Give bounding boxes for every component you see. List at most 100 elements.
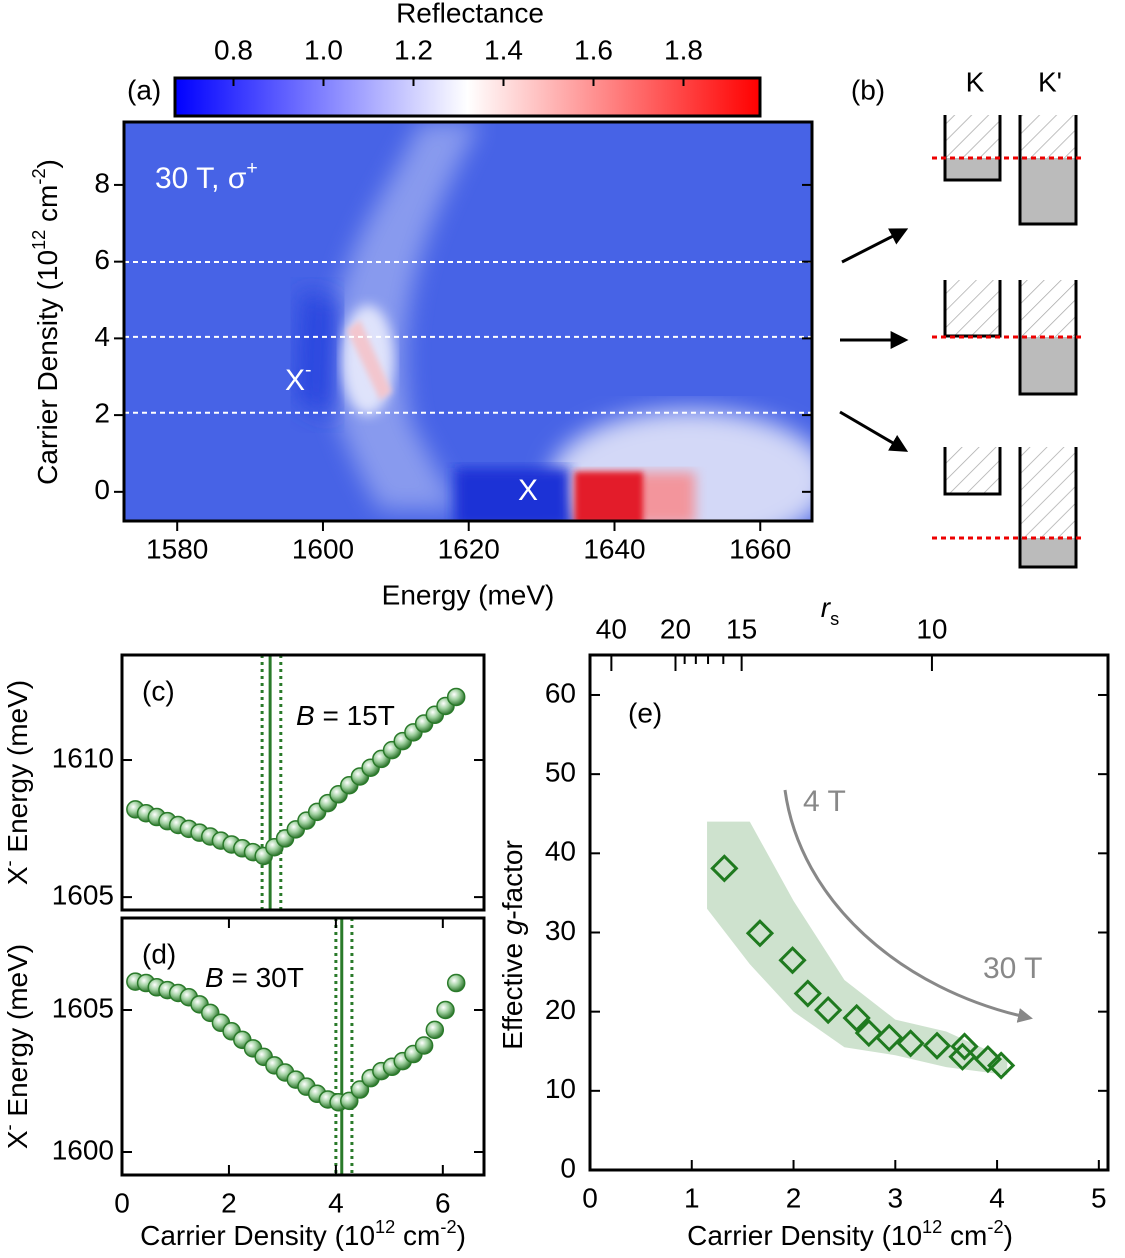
colorbar bbox=[173, 76, 762, 118]
annotation-part: X bbox=[285, 364, 305, 397]
y-axis-label-part: X bbox=[2, 866, 33, 885]
colorbar-tick-label: 1.4 bbox=[484, 34, 523, 65]
y-tick-label: 0 bbox=[560, 1152, 576, 1183]
arrow bbox=[841, 228, 909, 264]
data-point bbox=[414, 1036, 434, 1055]
annotation-part: 30 T, σ bbox=[155, 162, 247, 195]
y-axis-label-part: Effective bbox=[497, 935, 528, 1050]
x-axis-label-part: ) bbox=[457, 1220, 466, 1251]
x-tick-label: 1 bbox=[684, 1182, 700, 1213]
y-tick-label: 10 bbox=[545, 1073, 576, 1104]
data-point bbox=[436, 1000, 455, 1020]
y-axis-label-part: ) bbox=[32, 159, 63, 168]
panel-label: (b) bbox=[851, 74, 885, 105]
x2-axis-label-part: s bbox=[830, 609, 839, 629]
plot-frame bbox=[120, 916, 486, 1177]
y-axis-label-part: Energy (meV) bbox=[2, 680, 33, 861]
heatmap-feature bbox=[295, 290, 340, 420]
colorbar-tick-label: 1.0 bbox=[304, 34, 343, 65]
heatmap-feature bbox=[347, 320, 392, 400]
y-axis-label: Effective g-factor bbox=[497, 840, 528, 1050]
y-tick-label: 8 bbox=[94, 167, 110, 198]
x-tick-label: 2 bbox=[221, 1187, 237, 1218]
y-tick-label: 60 bbox=[545, 677, 576, 708]
annotation: X- bbox=[285, 359, 312, 397]
x-tick-label: 0 bbox=[582, 1182, 598, 1213]
filled-band bbox=[1020, 337, 1076, 394]
x-tick-label: 1580 bbox=[146, 533, 208, 564]
empty-band bbox=[945, 280, 1000, 336]
data-point bbox=[745, 919, 775, 948]
y-tick-label: 20 bbox=[545, 994, 576, 1025]
empty-band bbox=[1020, 280, 1076, 337]
x-tick-label: 1600 bbox=[292, 533, 354, 564]
filled-band bbox=[945, 158, 1000, 180]
x-axis-label-part: Carrier Density (10 bbox=[140, 1220, 375, 1251]
x-axis-label-part: 12 bbox=[375, 1217, 395, 1237]
panel-label: (c) bbox=[142, 675, 175, 706]
annotation: 30 T bbox=[983, 952, 1043, 985]
y-axis-label-part: g bbox=[497, 919, 528, 935]
y-tick-label: 2 bbox=[94, 398, 110, 429]
x2-axis-label: rs bbox=[821, 592, 839, 628]
uncertainty-band bbox=[707, 821, 1008, 1075]
panel-label: (e) bbox=[628, 697, 662, 728]
x-tick-label: 0 bbox=[114, 1187, 130, 1218]
x-axis-label-part: Carrier Density (10 bbox=[687, 1220, 922, 1251]
colorbar-tick-label: 0.8 bbox=[214, 34, 253, 65]
empty-band bbox=[1020, 115, 1076, 158]
y-axis-label: Carrier Density (1012 cm-2) bbox=[29, 159, 64, 485]
valley-label: K' bbox=[1038, 66, 1062, 97]
x-axis-label: Energy (meV) bbox=[382, 579, 555, 610]
data-point bbox=[842, 1003, 871, 1033]
x-tick-label: 4 bbox=[328, 1187, 344, 1218]
data-point bbox=[446, 973, 466, 993]
panel-label: (d) bbox=[142, 938, 176, 969]
data-point bbox=[778, 946, 807, 975]
y-tick-label: 30 bbox=[545, 915, 576, 946]
y-axis-label-part: 12 bbox=[29, 230, 49, 250]
x-axis-label: Carrier Density (1012 cm-2) bbox=[687, 1217, 1013, 1252]
heatmap-feature bbox=[455, 468, 570, 521]
y-axis-label-part: - bbox=[0, 860, 19, 866]
arrow bbox=[783, 789, 1033, 1023]
x-axis-label-part: cm bbox=[395, 1220, 440, 1251]
x-axis-label: Carrier Density (1012 cm-2) bbox=[140, 1217, 466, 1252]
x-axis-label-part: -2 bbox=[987, 1217, 1003, 1237]
empty-band bbox=[1020, 447, 1076, 538]
data-point bbox=[425, 1020, 445, 1040]
valley-diagram bbox=[839, 115, 1085, 569]
empty-band bbox=[945, 447, 1000, 494]
y-tick-label: 40 bbox=[545, 836, 576, 867]
annotation-part: + bbox=[246, 157, 257, 179]
y-axis-label-part: Carrier Density (10 bbox=[32, 250, 63, 485]
y-axis-label-part: -factor bbox=[497, 840, 528, 919]
x2-axis-label-part: r bbox=[821, 592, 832, 623]
y-axis-label-part: - bbox=[0, 1124, 19, 1130]
panel-label: (a) bbox=[127, 74, 161, 105]
plot-frame bbox=[120, 653, 486, 912]
data-point bbox=[814, 995, 843, 1025]
annotation: 4 T bbox=[803, 785, 846, 818]
x-axis-label-part: 12 bbox=[922, 1217, 942, 1237]
data-point bbox=[793, 979, 822, 1008]
x2-tick-label: 20 bbox=[660, 613, 691, 644]
data-point bbox=[922, 1031, 952, 1060]
y-axis-label-part: Energy (meV) bbox=[2, 944, 33, 1125]
plot-frame bbox=[588, 653, 1110, 1172]
x-tick-label: 2 bbox=[786, 1182, 802, 1213]
y-tick-label: 1600 bbox=[52, 1134, 114, 1165]
valley bbox=[943, 447, 1078, 569]
heatmap bbox=[124, 122, 812, 521]
filled-band bbox=[1020, 158, 1076, 224]
x-tick-label: 1620 bbox=[438, 533, 500, 564]
filled-band bbox=[1020, 538, 1076, 567]
x-tick-label: 3 bbox=[888, 1182, 904, 1213]
y-axis-label: X- Energy (meV) bbox=[0, 680, 33, 885]
y-tick-label: 1610 bbox=[52, 742, 114, 773]
data-point bbox=[446, 687, 466, 707]
data-point bbox=[896, 1029, 925, 1058]
colorbar-label: Reflectance bbox=[396, 0, 544, 28]
y-axis-label-part: -2 bbox=[29, 168, 49, 184]
